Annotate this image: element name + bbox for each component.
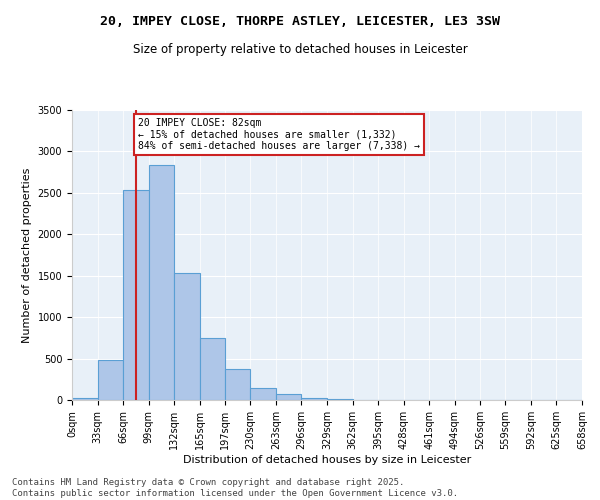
- Text: 20, IMPEY CLOSE, THORPE ASTLEY, LEICESTER, LE3 3SW: 20, IMPEY CLOSE, THORPE ASTLEY, LEICESTE…: [100, 15, 500, 28]
- Bar: [200, 338, 224, 400]
- Text: Size of property relative to detached houses in Leicester: Size of property relative to detached ho…: [133, 42, 467, 56]
- Text: 20 IMPEY CLOSE: 82sqm
← 15% of detached houses are smaller (1,332)
84% of semi-d: 20 IMPEY CLOSE: 82sqm ← 15% of detached …: [138, 118, 420, 152]
- Bar: [301, 398, 327, 400]
- Text: Contains HM Land Registry data © Crown copyright and database right 2025.
Contai: Contains HM Land Registry data © Crown c…: [12, 478, 458, 498]
- Bar: [175, 273, 200, 400]
- Bar: [72, 398, 98, 400]
- Y-axis label: Number of detached properties: Number of detached properties: [22, 168, 32, 342]
- X-axis label: Distribution of detached houses by size in Leicester: Distribution of detached houses by size …: [183, 454, 471, 464]
- Bar: [98, 360, 123, 400]
- Bar: [327, 399, 353, 400]
- Bar: [149, 164, 175, 400]
- Bar: [123, 190, 149, 400]
- Bar: [250, 388, 276, 400]
- Bar: [276, 394, 301, 400]
- Bar: [224, 368, 250, 400]
